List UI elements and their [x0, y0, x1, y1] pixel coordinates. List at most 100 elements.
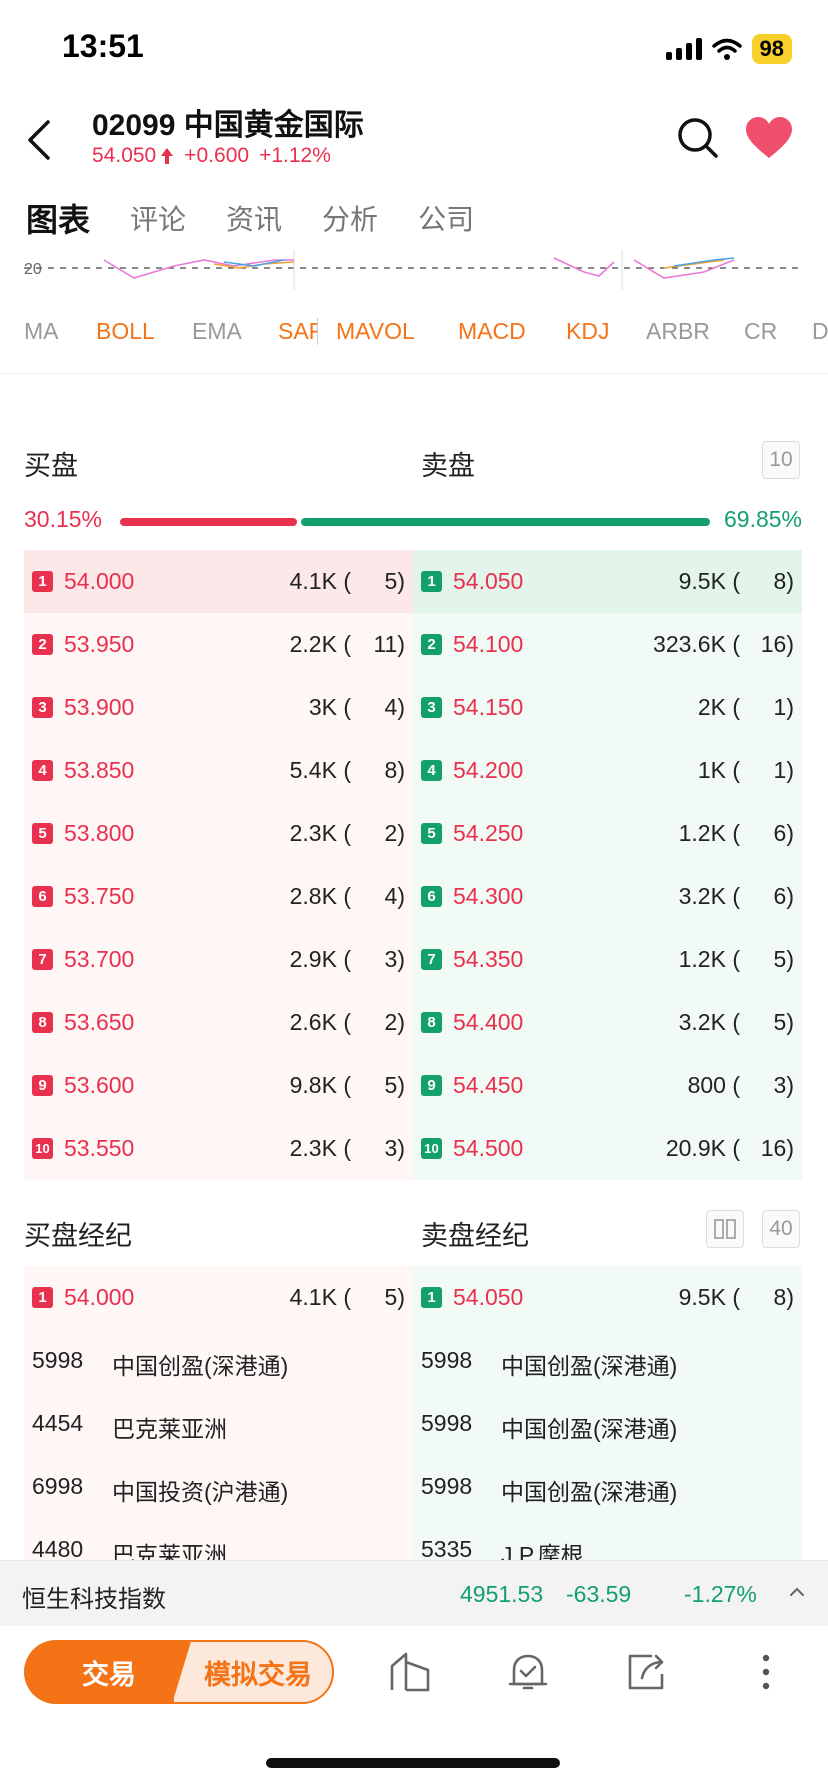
- ask-volume: 1K (: [697, 757, 740, 783]
- ask-price: 54.150: [453, 694, 524, 720]
- stock-header: 02099 中国黄金国际 54.050 +0.600 +1.12%: [0, 96, 828, 186]
- tab-news[interactable]: 资讯: [226, 204, 283, 235]
- bid-level-row[interactable]: 6 53.750 2.8K (4): [24, 865, 413, 928]
- search-icon[interactable]: [676, 116, 720, 160]
- bid-broker-row[interactable]: 4480 巴克莱亚洲: [24, 1518, 413, 1560]
- broker-name: 巴克莱亚洲: [112, 1542, 227, 1560]
- bid-level-row[interactable]: 4 53.850 5.4K (8): [24, 739, 413, 802]
- ask-level-badge: 6: [421, 886, 442, 907]
- bid-order-count: 4): [384, 883, 405, 909]
- alert-bell-icon[interactable]: [504, 1648, 552, 1696]
- tab-company[interactable]: 公司: [418, 204, 475, 235]
- tab-analysis[interactable]: 分析: [322, 204, 379, 235]
- ask-level-row[interactable]: 2 54.100 323.6K (16): [413, 613, 802, 676]
- building-icon[interactable]: [386, 1648, 434, 1696]
- home-indicator: [266, 1758, 560, 1768]
- bid-broker-row[interactable]: 4454 巴克莱亚洲: [24, 1392, 413, 1455]
- indicator-kdj[interactable]: KDJ: [566, 318, 610, 344]
- bid-order-count: 2): [384, 820, 405, 846]
- indicator-macd[interactable]: MACD: [458, 318, 526, 344]
- broker-code: 5998: [421, 1473, 473, 1499]
- ask-level-row[interactable]: 4 54.200 1K (1): [413, 739, 802, 802]
- ask-level-row[interactable]: 5 54.250 1.2K (6): [413, 802, 802, 865]
- indicator-mavol[interactable]: MAVOL: [336, 318, 415, 344]
- ask-broker-row[interactable]: 5998 中国创盈(深港通): [413, 1455, 802, 1518]
- indicator-cr[interactable]: CR: [744, 318, 778, 344]
- bid-order-count: 2): [384, 1009, 405, 1035]
- bid-broker-column: 1 54.000 4.1K (5) 5998 中国创盈(深港通) 4454 巴克莱亚洲 699…: [24, 1266, 413, 1560]
- broker-name: 中国创盈(深港通): [501, 1416, 678, 1442]
- tab-comments[interactable]: 评论: [130, 204, 187, 235]
- chevron-up-icon[interactable]: [788, 1583, 806, 1601]
- ask-broker-row[interactable]: 5998 中国创盈(深港通): [413, 1329, 802, 1392]
- bid-price: 53.600: [64, 1072, 135, 1098]
- order-book: 1 54.000 4.1K (5) 2 53.950 2.2K (11) 3 53.900 3K…: [24, 550, 802, 1180]
- share-icon[interactable]: [622, 1648, 670, 1696]
- ask-level-row[interactable]: 9 54.450 800 (3): [413, 1054, 802, 1117]
- tab-chart[interactable]: 图表: [23, 195, 90, 245]
- indicator-ma[interactable]: MA: [24, 318, 59, 344]
- bid-volume: 2.2K (: [289, 631, 351, 657]
- ask-level-row[interactable]: 6 54.300 3.2K (6): [413, 865, 802, 928]
- bid-level-badge: 8: [32, 1012, 53, 1033]
- simulated-trade-button[interactable]: 模拟交易: [172, 1640, 334, 1704]
- bid-volume: 4.1K (: [289, 568, 351, 594]
- bid-price: 54.000: [64, 1284, 135, 1310]
- ask-order-count: 3): [773, 1072, 794, 1098]
- broker-name: 中国创盈(深港通): [112, 1353, 289, 1379]
- broker-code: 6998: [32, 1473, 84, 1499]
- bid-level-badge: 6: [32, 886, 53, 907]
- indicator-d[interactable]: D: [812, 318, 828, 344]
- indicator-boll[interactable]: BOLL: [96, 318, 155, 344]
- broker-name: 中国投资(沪港通): [112, 1479, 289, 1505]
- ask-level-row[interactable]: 1 54.050 9.5K (8): [413, 1266, 802, 1329]
- signal-icon: [665, 38, 702, 60]
- bid-level-badge: 10: [32, 1138, 53, 1159]
- ask-level-row[interactable]: 8 54.400 3.2K (5): [413, 991, 802, 1054]
- ask-level-row[interactable]: 10 54.500 20.9K (16): [413, 1117, 802, 1180]
- bid-level-row[interactable]: 2 53.950 2.2K (11): [24, 613, 413, 676]
- bid-level-row[interactable]: 10 53.550 2.3K (3): [24, 1117, 413, 1180]
- bid-broker-row[interactable]: 5998 中国创盈(深港通): [24, 1329, 413, 1392]
- indicator-ema[interactable]: EMA: [192, 318, 242, 344]
- heart-icon[interactable]: [744, 116, 794, 160]
- bid-level-row[interactable]: 9 53.600 9.8K (5): [24, 1054, 413, 1117]
- chart-axis-label: 20: [24, 261, 42, 278]
- trade-button[interactable]: 交易: [24, 1640, 194, 1704]
- bid-level-row[interactable]: 7 53.700 2.9K (3): [24, 928, 413, 991]
- bid-title: 买盘: [24, 451, 78, 481]
- more-icon[interactable]: [742, 1648, 790, 1696]
- back-icon[interactable]: [22, 118, 58, 162]
- bid-level-row[interactable]: 8 53.650 2.6K (2): [24, 991, 413, 1054]
- split-view-icon[interactable]: [706, 1210, 744, 1248]
- ask-broker-row[interactable]: 5335 J.P.摩根: [413, 1518, 802, 1560]
- ask-price: 54.200: [453, 757, 524, 783]
- broker-code: 4480: [32, 1536, 84, 1560]
- ask-level-badge: 1: [421, 571, 442, 592]
- indicator-sar[interactable]: SAR: [278, 318, 318, 345]
- bid-level-row[interactable]: 1 54.000 4.1K (5): [24, 550, 413, 613]
- price-change-pct: +1.12%: [259, 144, 331, 167]
- depth-40-button[interactable]: 40: [762, 1210, 800, 1248]
- bid-level-row[interactable]: 5 53.800 2.3K (2): [24, 802, 413, 865]
- chart-strip[interactable]: 20: [24, 250, 804, 298]
- index-ticker-bar[interactable]: 恒生科技指数 4951.53 -63.59 -1.27%: [0, 1560, 828, 1626]
- ask-level-row[interactable]: 3 54.150 2K (1): [413, 676, 802, 739]
- ask-level-row[interactable]: 1 54.050 9.5K (8): [413, 550, 802, 613]
- bid-level-row[interactable]: 1 54.000 4.1K (5): [24, 1266, 413, 1329]
- ask-level-row[interactable]: 7 54.350 1.2K (5): [413, 928, 802, 991]
- bid-volume: 2.8K (: [289, 883, 351, 909]
- bid-level-badge: 9: [32, 1075, 53, 1096]
- indicator-arbr[interactable]: ARBR: [646, 318, 710, 344]
- ask-broker-row[interactable]: 5998 中国创盈(深港通): [413, 1392, 802, 1455]
- ask-order-count: 1): [773, 694, 794, 720]
- bid-level-row[interactable]: 3 53.900 3K (4): [24, 676, 413, 739]
- bid-volume: 9.8K (: [289, 1072, 351, 1098]
- bid-pct: 30.15%: [24, 506, 103, 532]
- status-time: 13:51: [62, 28, 144, 64]
- bid-broker-row[interactable]: 6998 中国投资(沪港通): [24, 1455, 413, 1518]
- depth-10-button[interactable]: 10: [762, 441, 800, 479]
- ask-order-count: 1): [773, 757, 794, 783]
- ask-volume: 9.5K (: [678, 1284, 740, 1310]
- bid-order-count: 3): [384, 946, 405, 972]
